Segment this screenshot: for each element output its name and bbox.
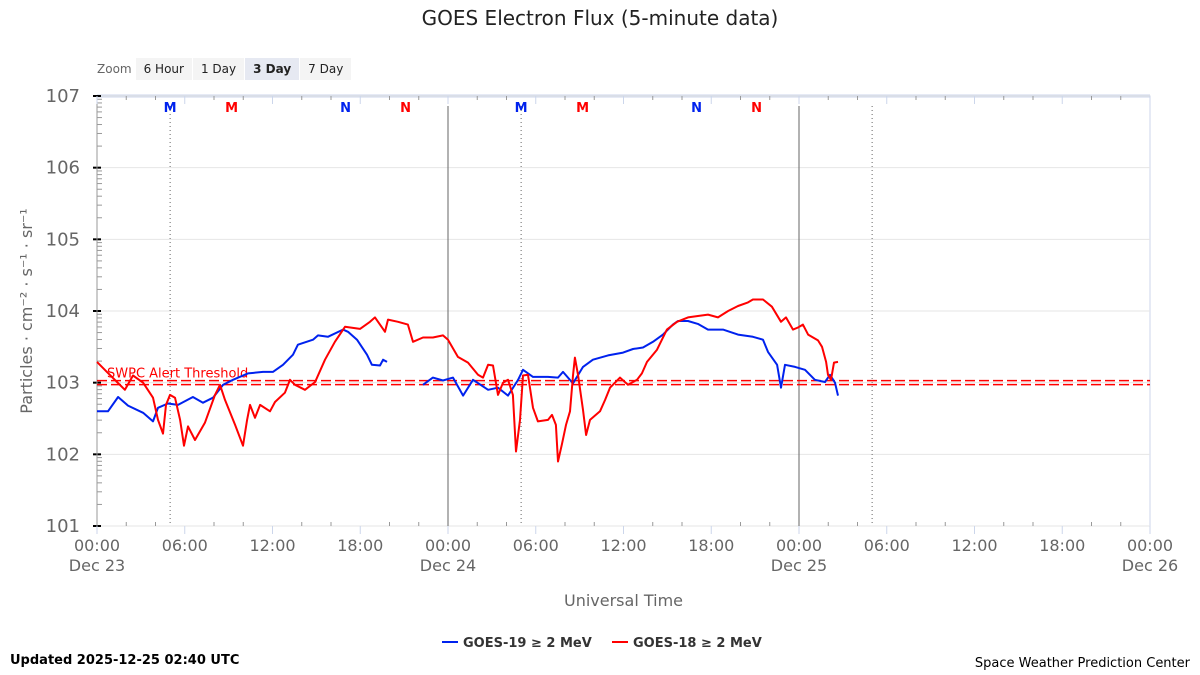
zoom-1-day-button[interactable]: 1 Day — [192, 58, 245, 80]
zoom-7-day-button[interactable]: 7 Day — [300, 58, 352, 80]
x-tick-time: 06:00 — [864, 536, 910, 555]
threshold-label: SWPC Alert Threshold — [107, 367, 248, 382]
x-tick-time: 18:00 — [337, 536, 383, 555]
legend-item-goes-18: GOES-18 ≥ 2 MeV — [633, 636, 762, 651]
x-tick-time: 00:00 — [425, 536, 471, 555]
zoom-label: Zoom — [97, 62, 132, 76]
chart-title: GOES Electron Flux (5-minute data) — [421, 6, 779, 30]
satellite-marker-n: N — [400, 101, 411, 116]
zoom-6-hour-button[interactable]: 6 Hour — [135, 58, 192, 80]
y-tick-label: 104 — [46, 301, 80, 322]
zoom-controls: Zoom 6 Hour 1 Day 3 Day 7 Day — [97, 58, 352, 80]
satellite-marker-m: M — [164, 101, 177, 116]
satellite-marker-n: N — [691, 101, 702, 116]
x-tick-time: 12:00 — [600, 536, 646, 555]
zoom-3-day-button[interactable]: 3 Day — [245, 58, 300, 80]
x-tick-date: Dec 26 — [1122, 556, 1178, 575]
y-tick-label: 107 — [46, 86, 80, 107]
x-tick-time: 12:00 — [951, 536, 997, 555]
legend-item-goes-19: GOES-19 ≥ 2 MeV — [463, 636, 592, 651]
satellite-marker-m: M — [576, 101, 589, 116]
y-tick-label: 106 — [46, 158, 80, 179]
satellite-marker-n: N — [751, 101, 762, 116]
x-tick-date: Dec 24 — [420, 556, 476, 575]
y-tick-label: 102 — [46, 444, 80, 465]
satellite-marker-m: M — [515, 101, 528, 116]
x-tick-time: 18:00 — [1039, 536, 1085, 555]
x-tick-time: 00:00 — [776, 536, 822, 555]
y-tick-label: 103 — [46, 373, 80, 394]
y-tick-label: 105 — [46, 229, 80, 250]
x-axis-title: Universal Time — [564, 591, 683, 610]
y-axis-title: Particles · cm⁻² · s⁻¹ · sr⁻¹ — [17, 208, 36, 413]
x-tick-date: Dec 25 — [771, 556, 827, 575]
x-tick-date: Dec 23 — [69, 556, 125, 575]
x-tick-time: 06:00 — [513, 536, 559, 555]
satellite-marker-m: M — [225, 101, 238, 116]
updated-timestamp: Updated 2025-12-25 02:40 UTC — [10, 653, 240, 668]
x-tick-time: 12:00 — [249, 536, 295, 555]
x-tick-time: 00:00 — [74, 536, 120, 555]
x-tick-time: 18:00 — [688, 536, 734, 555]
series-line-goes-18 — [96, 298, 839, 463]
x-tick-time: 06:00 — [162, 536, 208, 555]
credit-text: Space Weather Prediction Center — [974, 656, 1190, 671]
y-tick-label: 101 — [46, 516, 80, 537]
satellite-marker-n: N — [340, 101, 351, 116]
x-tick-time: 00:00 — [1127, 536, 1173, 555]
